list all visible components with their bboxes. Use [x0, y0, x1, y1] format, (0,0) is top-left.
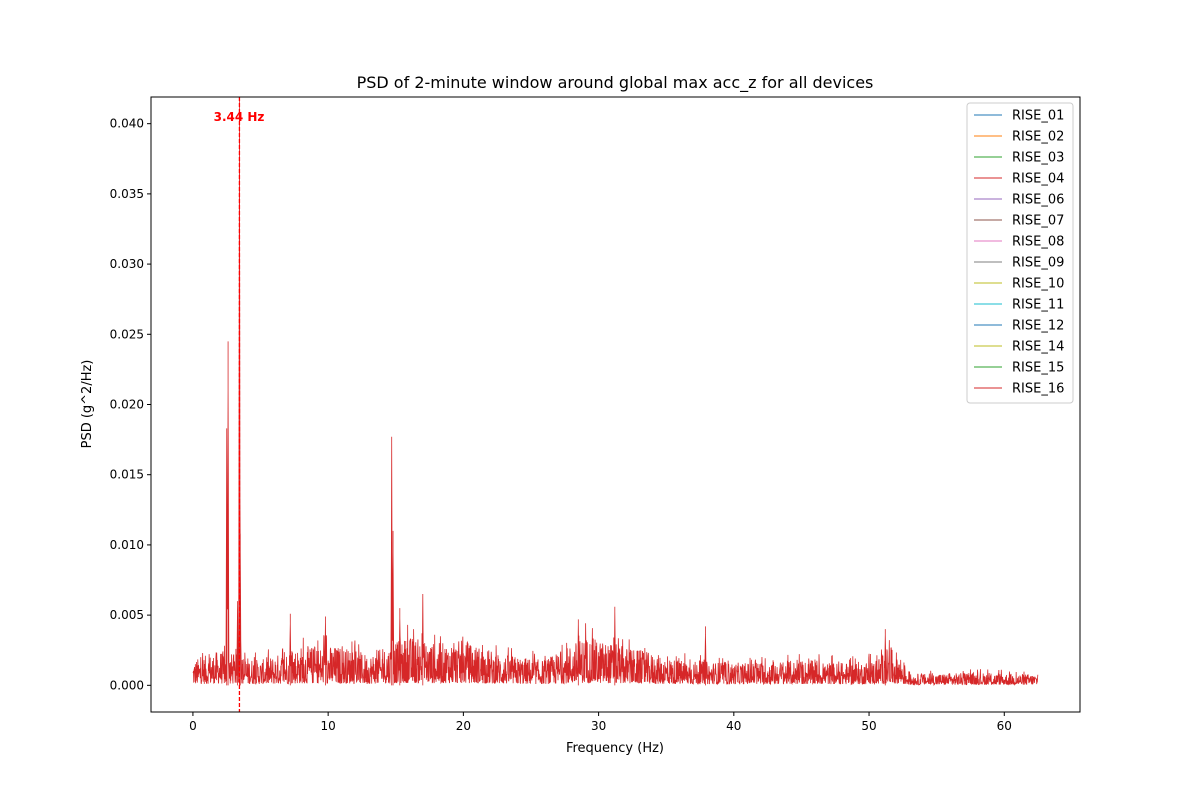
peak-frequency-annotation: 3.44 Hz [214, 110, 265, 124]
y-axis-label: PSD (g^2/Hz) [80, 360, 95, 449]
y-tick-label: 0.025 [110, 327, 144, 341]
y-tick-label: 0.040 [110, 117, 144, 131]
x-tick-label: 0 [189, 719, 197, 733]
y-tick-label: 0.020 [110, 398, 144, 412]
x-tick-label: 40 [726, 719, 741, 733]
legend-entry-label: RISE_11 [1012, 298, 1064, 313]
y-tick-label: 0.015 [110, 468, 144, 482]
legend-box [966, 102, 1074, 404]
legend-entry-label: RISE_07 [1012, 214, 1064, 229]
legend-entry-label: RISE_08 [1012, 235, 1064, 250]
legend: RISE_01 RISE_02 RISE_03 RISE_04 RISE_06 RISE_… [966, 102, 1074, 404]
y-tick-label: 0.035 [110, 187, 144, 201]
x-tick-label: 60 [997, 719, 1012, 733]
legend-entry-label: RISE_14 [1012, 340, 1064, 355]
x-tick-label: 50 [861, 719, 876, 733]
legend-entry-label: RISE_10 [1012, 277, 1064, 292]
psd-series-line [192, 97, 1039, 687]
legend-entry-label: RISE_09 [1012, 256, 1064, 271]
y-tick-label: 0.010 [110, 538, 144, 552]
axes-frame [150, 96, 1081, 713]
x-tick-label: 30 [591, 719, 606, 733]
y-axis-ticks: 0.000 0.005 0.010 0.015 0.020 0.025 0.030 0.035… [110, 117, 151, 692]
legend-entry-label: RISE_06 [1012, 193, 1064, 208]
x-tick-label: 10 [321, 719, 336, 733]
x-tick-label: 20 [456, 719, 471, 733]
legend-entry-label: RISE_12 [1012, 319, 1064, 334]
legend-entry-label: RISE_15 [1012, 361, 1064, 376]
legend-entry-label: RISE_16 [1012, 382, 1064, 397]
chart-title: PSD of 2-minute window around global max… [357, 73, 874, 93]
legend-entry-label: RISE_04 [1012, 172, 1064, 187]
x-axis-ticks: 0 10 20 30 40 50 60 [189, 712, 1012, 733]
y-tick-label: 0.030 [110, 257, 144, 271]
y-tick-label: 0.000 [110, 678, 144, 692]
legend-entry-label: RISE_01 [1012, 109, 1064, 124]
legend-entry-label: RISE_03 [1012, 151, 1064, 166]
plot-data-area [192, 97, 1039, 712]
legend-entry-label: RISE_02 [1012, 130, 1064, 145]
x-axis-label: Frequency (Hz) [566, 741, 664, 756]
y-tick-label: 0.005 [110, 608, 144, 622]
